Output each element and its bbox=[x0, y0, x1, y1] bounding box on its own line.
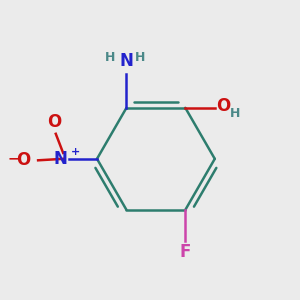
Text: F: F bbox=[180, 243, 191, 261]
Text: +: + bbox=[70, 147, 80, 158]
Text: −: − bbox=[7, 151, 19, 165]
Text: O: O bbox=[16, 151, 31, 169]
Text: H: H bbox=[230, 106, 241, 120]
Text: N: N bbox=[119, 52, 134, 70]
Text: O: O bbox=[216, 98, 230, 116]
Text: H: H bbox=[134, 51, 145, 64]
Text: H: H bbox=[105, 51, 116, 64]
Text: N: N bbox=[54, 150, 68, 168]
Text: O: O bbox=[47, 113, 62, 131]
